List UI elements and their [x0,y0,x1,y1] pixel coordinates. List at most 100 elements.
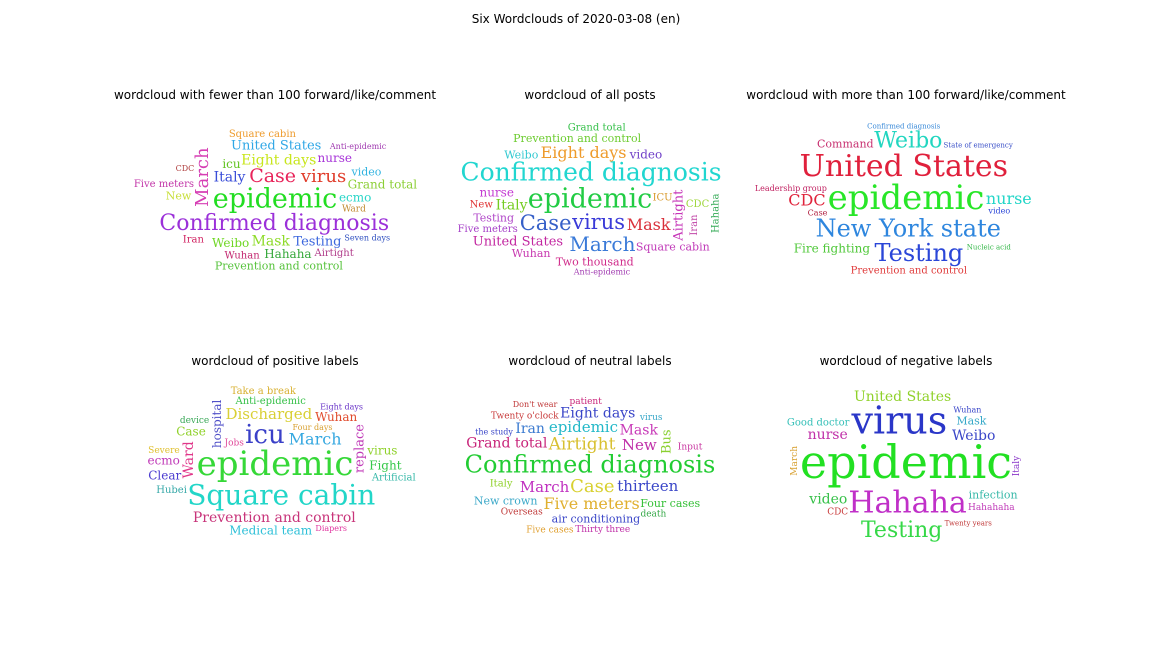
figure-title: Six Wordclouds of 2020-03-08 (en) [471,12,681,26]
word: Five cases [526,526,574,536]
word: New [470,200,494,211]
word: patient [569,397,602,407]
word: hospital [210,399,224,448]
wordcloud-panel-4: wordcloud of positive labels epidemic Squ… [110,354,440,554]
word: ecmo [339,191,371,205]
word: virus [639,413,663,423]
word: United States [854,389,951,405]
word: Wuhan [315,410,357,424]
word: New York state [816,214,1001,242]
word: Iran [515,421,545,437]
panel-title: wordcloud with fewer than 100 forward/li… [113,88,437,102]
word: CDC [788,190,825,209]
word: epidemic [197,444,354,484]
word: icu [245,420,285,450]
word: Overseas [501,507,543,517]
word: Hahaha [710,194,721,234]
word: Ward [181,441,197,478]
word: Command [817,138,874,151]
word: Prevention and control [193,510,356,526]
word: Eight days [541,143,627,162]
word: Nucleic acid [967,244,1012,252]
word: Confirmed diagnosis [867,123,941,131]
word: March [192,147,213,207]
word: Five meters [134,179,194,190]
word: Italy [490,478,513,489]
word: Square cabin [229,129,297,140]
word: Grand total [466,435,548,451]
word: United States [473,234,563,249]
word: March [790,446,800,476]
word: Wuhan [512,247,551,260]
word: Case [176,425,206,439]
word: epidemic [528,184,653,215]
word: virus [300,166,346,187]
word: United States [231,138,321,153]
word: Confirmed diagnosis [465,451,716,479]
word: Hahahaha [968,503,1015,513]
word: Wuhan [953,406,981,415]
word: Case [520,211,572,235]
word: Iran [689,214,700,236]
word: Wuhan [224,251,260,262]
word: New [166,190,192,203]
word: Square cabin [187,479,375,512]
panel-title: wordcloud of all posts [524,88,656,102]
word: Hahaha [848,486,967,521]
panel-title: wordcloud of positive labels [191,354,359,368]
word: Mask [956,415,986,428]
word: Four days [293,423,333,432]
word: video [629,147,663,161]
word: March [289,429,342,448]
word: Testing [293,235,341,250]
word: Fight [369,458,402,472]
word: Don't wear [513,400,558,409]
word: Input [678,442,703,452]
word: Iran [183,235,205,246]
word: Good doctor [787,417,850,428]
word: Four cases [640,497,700,510]
word: Thirty three [575,525,630,535]
word: Prevention and control [215,260,343,273]
word: Five meters [543,494,639,513]
word: Twenty o'clock [491,412,559,422]
word: Square cabin [636,241,710,254]
word: CDC [827,507,848,517]
word: Italy [214,170,246,186]
word: Case [808,209,828,218]
word: infection [969,489,1018,502]
word: Italy [1012,455,1022,476]
word: video [351,166,382,179]
word: Case [249,165,296,187]
word: video [987,207,1010,216]
word: Airtight [313,248,353,259]
word: video [808,491,847,507]
word: Diapers [315,524,347,533]
word: Mask [620,423,659,439]
word: Eight days [320,402,363,411]
word: Eight days [241,153,316,169]
word: Leadership group [755,184,827,193]
word: Airtight [548,434,616,454]
word: Italy [496,198,528,214]
word: Prevention and control [513,132,641,145]
word: ecmo [147,453,179,467]
wordcloud-panel-1: wordcloud with fewer than 100 forward/li… [110,88,440,288]
word: virus [571,210,625,234]
word: Mask [252,234,291,250]
panel-title: wordcloud of negative labels [819,354,993,368]
word: replace [353,424,368,473]
word: epidemic [800,435,1012,489]
word: Five meters [458,224,518,235]
word: Anti-epidemic [329,142,387,151]
wordcloud-panel-3: wordcloud with more than 100 forward/lik… [741,88,1071,288]
word: Case [570,476,614,497]
word: United States [800,149,1008,184]
word: Take a break [231,386,297,397]
word: the study [475,427,513,436]
word: Medical team [229,524,313,538]
